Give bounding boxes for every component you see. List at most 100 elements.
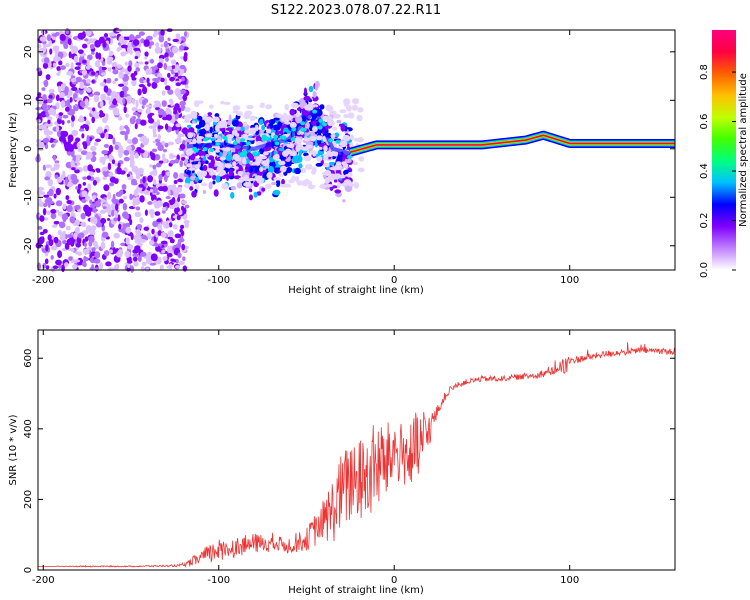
spectrogram-faint-blob [259, 104, 265, 109]
spectrogram-noise-blob [95, 52, 99, 59]
spectrogram-cyan-blob [261, 134, 267, 139]
spectrogram-noise-blob [43, 128, 50, 136]
spectrogram-noise-blob [71, 167, 76, 171]
spectrogram-noise-blob [102, 169, 110, 178]
snr-x-axis-label: Height of straight line (km) [288, 585, 424, 596]
spectrogram-noise-blob [37, 226, 43, 230]
spectrogram-noise-blob [162, 209, 166, 214]
spectrogram-noise-blob [88, 38, 95, 44]
spectrogram-noise-blob [83, 142, 88, 150]
spectrogram-noise-blob [85, 28, 92, 37]
spectrogram-noise-blob [147, 82, 151, 87]
spectrogram-noise-blob [129, 218, 133, 226]
spectrogram-noise-blob [94, 40, 101, 48]
spectrogram-faint-blob [338, 174, 346, 179]
spectrogram-noise-blob [144, 236, 149, 241]
spectrogram-transition-blob [341, 156, 346, 161]
spectrogram-noise-blob [95, 138, 101, 142]
spectrogram-faint-blob [234, 166, 239, 170]
spectrogram-noise-blob [105, 261, 112, 267]
spectrogram-noise-blob [75, 242, 82, 248]
spectrogram-noise-blob [141, 86, 148, 95]
spectrogram-noise-blob [145, 256, 153, 265]
spectrogram-noise-blob [91, 116, 96, 124]
spectrogram-faint-blob [237, 170, 244, 175]
spectrogram-noise-blob [103, 166, 108, 172]
spectrogram-transition-blob [213, 189, 219, 197]
spectrogram-noise-blob [62, 230, 67, 236]
spectrogram-noise-blob [180, 105, 186, 111]
spectrogram-faint-blob [327, 119, 334, 127]
spectrogram-noise-blob [125, 113, 130, 118]
spectrogram-noise-blob [42, 62, 49, 69]
spectrogram-noise-blob [167, 188, 171, 197]
spectrogram-faint-blob [204, 133, 213, 138]
spectrogram-noise-blob [179, 133, 185, 138]
spectrogram-noise-blob [130, 72, 136, 79]
spectrogram-noise-blob [108, 144, 114, 153]
colorbar-bar [712, 30, 736, 270]
spectrogram-noise-blob [79, 81, 85, 90]
spectrogram-noise-blob [136, 223, 143, 230]
spectrogram-noise-blob [74, 137, 81, 142]
spectrogram-faint-blob [200, 182, 208, 187]
spectrogram-noise-blob [69, 216, 76, 224]
spectrogram-noise-blob [144, 56, 148, 60]
spectrogram-noise-blob [134, 152, 139, 159]
spectrogram-noise-blob [51, 108, 57, 117]
spectrogram-noise-blob [91, 247, 96, 252]
spectrogram-noise-blob [166, 253, 173, 258]
spectrogram-noise-blob [118, 71, 124, 79]
spectrogram-faint-blob [304, 137, 310, 142]
spectrogram-noise-blob [68, 51, 72, 59]
spectrogram-noise-blob [137, 108, 143, 113]
spectrogram-noise-blob [81, 43, 88, 49]
spectrogram-noise-blob [65, 63, 70, 67]
spectrogram-noise-blob [135, 173, 141, 180]
spectrogram-faint-blob [332, 113, 341, 119]
spectrogram-faint-blob [291, 175, 297, 182]
spectrogram-noise-blob [141, 99, 147, 106]
spectrogram-transition-blob [222, 150, 227, 159]
spectrogram-noise-blob [123, 195, 128, 200]
spectrogram-noise-blob [39, 36, 47, 42]
spectrogram-faint-blob [273, 177, 282, 181]
spectrogram-noise-blob [52, 62, 57, 68]
spectrogram-faint-blob [259, 155, 267, 160]
spectrogram-noise-blob [40, 124, 48, 131]
spectrogram-noise-blob [75, 62, 81, 66]
spectrogram-transition-blob [202, 190, 207, 194]
spectrogram-noise-blob [67, 120, 71, 124]
spectrogram-noise-blob [160, 43, 164, 48]
spectrogram-noise-blob [166, 65, 173, 71]
spectrogram-noise-blob [123, 149, 130, 156]
spectrogram-noise-blob [157, 76, 162, 81]
spectrogram-faint-blob [309, 150, 317, 154]
spectrogram-noise-blob [108, 172, 114, 177]
spectrogram-faint-blob [305, 144, 313, 149]
spectrogram-transition-blob [286, 166, 293, 173]
spectrogram-transition-blob [225, 154, 233, 162]
spectrogram-noise-blob [85, 156, 90, 160]
spectrogram-faint-blob [295, 112, 300, 118]
spectrogram-noise-blob [77, 148, 83, 152]
spectrogram-noise-blob [182, 265, 188, 272]
spectrogram-noise-blob [53, 236, 59, 244]
spectrogram-transition-blob [273, 124, 281, 131]
spectrogram-noise-blob [106, 77, 112, 84]
spectrogram-noise-blob [151, 81, 158, 89]
spectrogram-transition-blob [196, 115, 203, 121]
snr-y-axis-label: SNR (10 * v/v) [8, 414, 19, 485]
spectrogram-noise-blob [68, 88, 73, 97]
spectrogram-noise-blob [127, 65, 132, 72]
spectrogram-noise-blob [55, 125, 60, 132]
spectrogram-noise-blob [156, 218, 162, 223]
spectrogram-faint-blob [247, 137, 256, 141]
spectrogram-noise-blob [96, 127, 103, 134]
spectrogram-noise-blob [64, 242, 70, 250]
spectrogram-faint-blob [184, 182, 191, 189]
spectrogram-faint-blob [322, 135, 327, 142]
spectrogram-noise-blob [55, 31, 60, 36]
spectrogram-noise-blob [175, 207, 180, 213]
spectrogram-cyan-blob [209, 148, 215, 153]
